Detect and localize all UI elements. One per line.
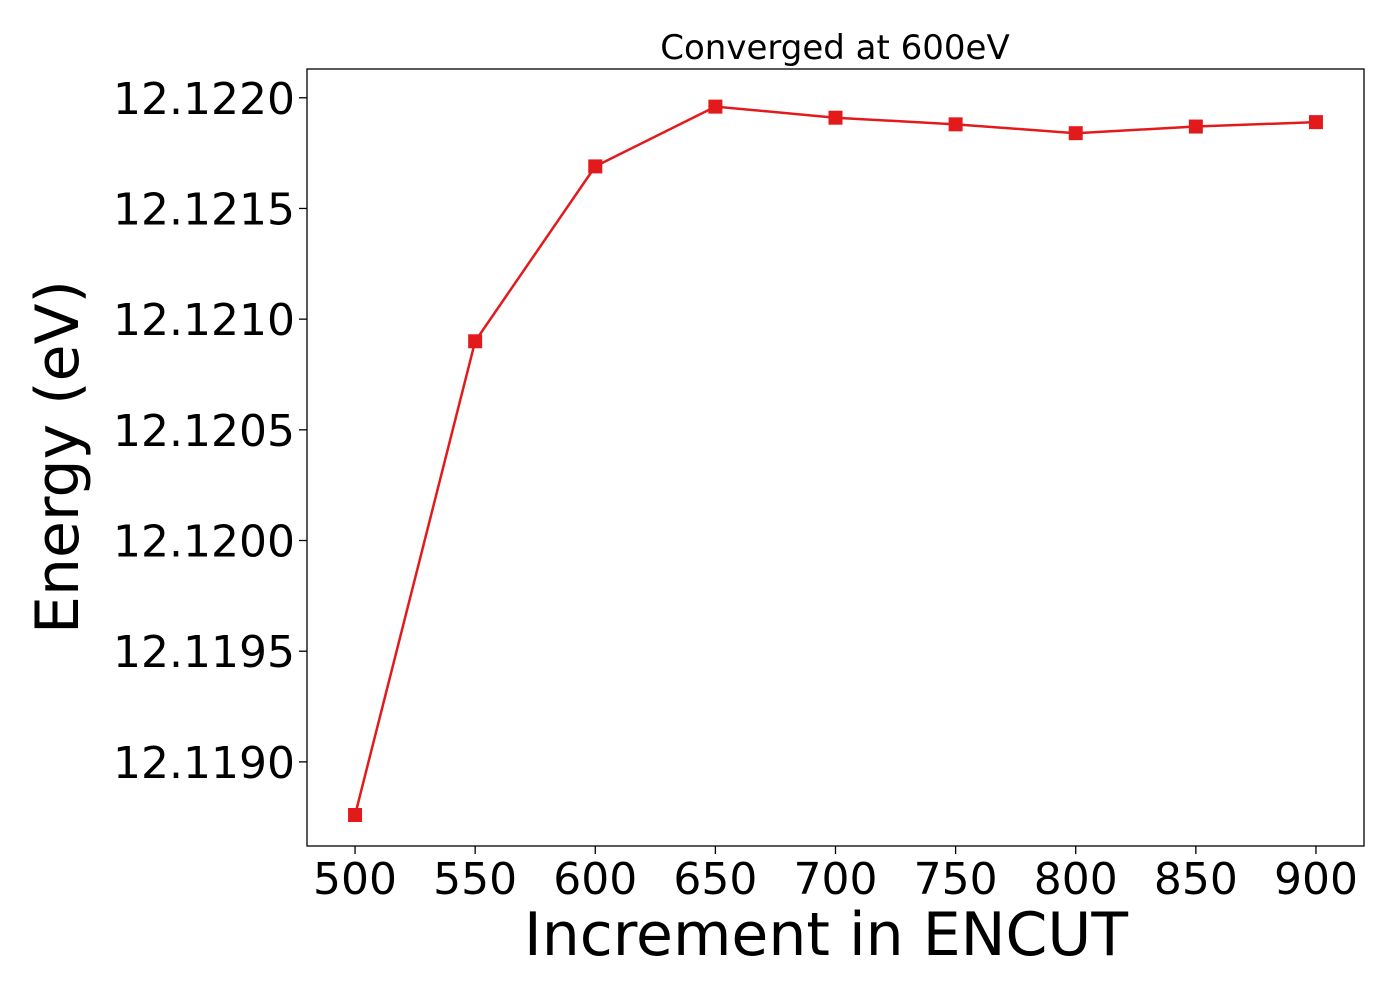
y-axis-title: Energy (eV) <box>23 280 93 634</box>
series-layer <box>348 99 1323 823</box>
y-tick-label: 12.1205 <box>113 406 295 457</box>
x-tick-label: 900 <box>1274 854 1358 905</box>
data-point-marker <box>1068 126 1083 141</box>
y-axis-ticks: 12.1190 12.1195 12.1200 12.1205 12.1210 12.12… <box>113 74 307 789</box>
x-tick-label: 650 <box>673 854 757 905</box>
x-tick-label: 800 <box>1034 854 1118 905</box>
data-point-marker <box>1188 119 1203 134</box>
data-point-marker <box>348 808 363 823</box>
x-tick-label: 500 <box>313 854 397 905</box>
y-tick-label: 12.1195 <box>113 627 295 678</box>
x-tick-label: 550 <box>433 854 517 905</box>
data-point-marker <box>828 110 843 125</box>
data-point-marker <box>708 99 723 114</box>
y-tick-label: 12.1200 <box>113 517 295 568</box>
y-tick-label: 12.1215 <box>113 184 295 235</box>
y-tick-label: 12.1220 <box>113 74 295 125</box>
data-point-marker <box>588 159 603 174</box>
x-axis-ticks: 500 550 600 650 700 750 800 850 900 <box>313 846 1358 905</box>
y-tick-label: 12.1210 <box>113 295 295 346</box>
x-axis-title: Increment in ENCUT <box>524 900 1128 970</box>
chart-title: Converged at 600eV <box>660 28 1009 68</box>
data-point-marker <box>948 117 963 132</box>
x-tick-label: 700 <box>794 854 878 905</box>
x-tick-label: 750 <box>914 854 998 905</box>
x-tick-label: 850 <box>1154 854 1238 905</box>
y-tick-label: 12.1190 <box>113 738 295 789</box>
data-point-marker <box>1308 115 1323 130</box>
x-tick-label: 600 <box>553 854 637 905</box>
data-point-marker <box>468 334 483 349</box>
plot-area-frame <box>306 68 1365 847</box>
